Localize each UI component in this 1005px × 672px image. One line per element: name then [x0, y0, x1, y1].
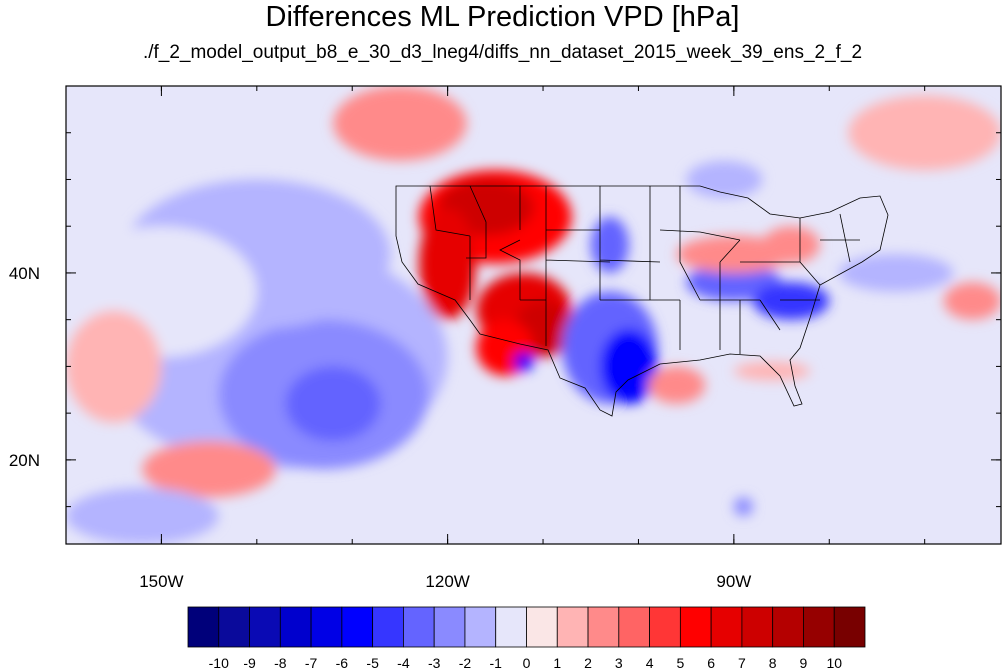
colorbar-label: 1	[553, 655, 561, 671]
field-cell-7	[66, 487, 219, 544]
colorbar-swatch	[341, 606, 374, 648]
field-cell-23	[686, 160, 763, 199]
colorbar-swatch	[218, 606, 250, 648]
field-cell-19	[686, 263, 782, 301]
state-lines-east	[780, 213, 860, 301]
field-cell-29	[733, 361, 811, 381]
map-ticks: 150W 120W 90W 40N 20N	[9, 85, 1001, 591]
colorbar-label: 6	[707, 655, 715, 671]
colorbar-label: 0	[523, 655, 531, 671]
colorbar-swatch	[772, 606, 804, 648]
colorbar-label: -7	[305, 655, 318, 671]
colorbar-swatch	[279, 606, 312, 648]
colorbar-label: -4	[397, 655, 410, 671]
colorbar-label: -6	[336, 655, 349, 671]
field-cell-2	[285, 366, 381, 442]
colorbar-swatch	[803, 606, 835, 648]
lat-tick-label: 20N	[9, 451, 40, 470]
colorbar: -10 -9 -8 -7 -6 -5 -4 -3 -2 -1 0 1 2 3 4 5 6 7 8 9 10	[187, 606, 866, 671]
colorbar-label: 9	[800, 655, 808, 671]
colorbar-label: -9	[243, 655, 256, 671]
field-cell-5	[66, 310, 162, 423]
colorbar-swatch	[403, 606, 435, 648]
state-boundaries	[395, 185, 889, 417]
colorbar-label: -1	[490, 655, 503, 671]
map-title: Differences ML Prediction VPD [hPa]	[265, 1, 740, 33]
colorbar-swatch	[526, 606, 558, 648]
difference-field	[66, 86, 1001, 544]
colorbar-swatch	[587, 606, 620, 648]
lon-tick-label: 90W	[716, 572, 751, 591]
colorbar-swatch	[741, 606, 774, 648]
colorbar-label: 4	[646, 655, 654, 671]
field-cell-27	[829, 357, 982, 432]
colorbar-swatch	[649, 606, 681, 648]
colorbar-swatch	[556, 606, 589, 648]
us-border-outline	[395, 185, 889, 417]
colorbar-label: 3	[615, 655, 623, 671]
colorbar-label: 10	[826, 655, 842, 671]
state-lines-central	[599, 186, 800, 354]
state-lines-west	[429, 185, 611, 346]
field-cell-8	[333, 86, 467, 161]
colorbar-swatch	[372, 606, 404, 648]
colorbar-swatch	[495, 606, 527, 648]
colorbar-label: -10	[209, 655, 229, 671]
colorbar-swatch	[433, 606, 466, 648]
colorbar-label: -5	[366, 655, 379, 671]
colorbar-label: -2	[459, 655, 472, 671]
colorbar-label: 7	[738, 655, 746, 671]
lon-tick-label: 120W	[425, 572, 469, 591]
colorbar-swatch	[187, 606, 220, 648]
colorbar-label: -3	[428, 655, 441, 671]
colorbar-swatch	[679, 606, 712, 648]
map-frame	[65, 85, 1002, 545]
field-cell-22	[762, 226, 820, 264]
field-cell-6	[142, 441, 276, 498]
colorbar-label: 8	[769, 655, 777, 671]
colorbar-swatch	[464, 606, 497, 648]
field-cell-26	[848, 95, 1001, 171]
field-cell-17	[590, 216, 629, 273]
field-cell-28	[733, 497, 753, 516]
colorbar-label: -8	[274, 655, 287, 671]
field-cell-18	[514, 352, 534, 372]
colorbar-swatch	[618, 606, 650, 648]
field-cell-11	[419, 207, 477, 320]
field-cell-20	[752, 282, 830, 320]
lon-tick-label: 150W	[139, 572, 183, 591]
lat-tick-label: 40N	[9, 264, 40, 283]
colorbar-swatch	[310, 606, 343, 648]
field-cell-16	[600, 329, 658, 404]
colorbar-label: 2	[584, 655, 592, 671]
field-cell-25	[943, 282, 1001, 320]
colorbar-swatch	[249, 606, 281, 648]
map-subtitle: ./f_2_model_output_b8_e_30_d3_lneg4/diff…	[142, 42, 863, 63]
colorbar-label: 5	[676, 655, 684, 671]
field-cell-30	[647, 366, 706, 404]
colorbar-swatch	[833, 606, 866, 648]
field-cell-24	[838, 254, 954, 292]
colorbar-swatch	[710, 606, 743, 648]
